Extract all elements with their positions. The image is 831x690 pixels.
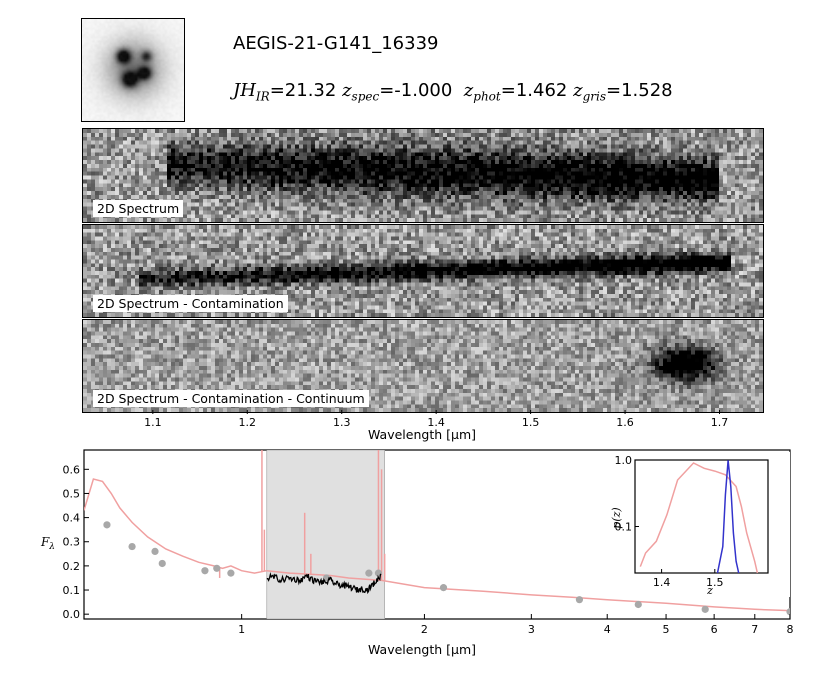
photometry-point (201, 567, 209, 575)
axis2d-tick-label: 1.5 (522, 416, 540, 429)
contamination-subtracted-panel: 2D Spectrum - Contamination (82, 224, 764, 318)
panel-label: 2D Spectrum (93, 200, 184, 217)
pz-series-line (639, 462, 759, 574)
redshift-line: JHIR=21.32 zspec=-1.000 zphot=1.462 zgri… (233, 80, 673, 104)
photometry-point (213, 564, 221, 572)
sed-xtick-label: 8 (787, 623, 794, 636)
axis2d-tick-label: 1.6 (616, 416, 634, 429)
photometry-point (374, 569, 383, 577)
object-id: AEGIS-21-G141_16339 (233, 33, 439, 54)
sed-xtick-label: 1 (238, 623, 245, 636)
photometry-point (158, 559, 166, 568)
photometry-point (701, 605, 709, 613)
pz-ylabel: p(z) (610, 507, 623, 528)
pz-xtick-label: 1.4 (653, 576, 671, 589)
axis2d-xlabel: Wavelength [µm] (368, 427, 476, 442)
photometry-point (786, 608, 790, 616)
sed-xlabel: Wavelength [µm] (368, 642, 476, 657)
grism-coverage-band (266, 450, 385, 619)
photometry-point (365, 569, 373, 577)
pz-ytick-label: 0.1 (615, 521, 633, 534)
continuum-subtracted-panel: 2D Spectrum - Contamination - Continuum (82, 319, 764, 413)
grism-spectrum-line (266, 571, 382, 595)
sed-ytick-label: 0.6 (63, 463, 81, 476)
pz-inset: 1.4 1.5 0.1 1.0 z p(z) (610, 452, 790, 597)
photometry-point (128, 542, 136, 551)
sed-ytick-label: 0.0 (63, 608, 81, 621)
sed-xtick-label: 7 (751, 623, 758, 636)
sed-xtick-label: 2 (421, 623, 428, 636)
photometry-point (634, 600, 642, 609)
axis2d-tick-label: 1.3 (333, 416, 351, 429)
axis2d-tick-label: 1.4 (427, 416, 445, 429)
sed-ytick-label: 0.5 (63, 487, 81, 500)
pz-frame (634, 459, 769, 574)
direct-image-thumbnail (81, 18, 185, 122)
pz-xlabel: z (706, 584, 713, 597)
sed-ytick-label: 0.2 (63, 560, 81, 573)
sed-model-line (84, 478, 790, 612)
pz-xtick-label: 1.5 (706, 576, 724, 589)
sed-xtick-label: 6 (711, 623, 718, 636)
panel-label: 2D Spectrum - Contamination (93, 295, 288, 312)
sed-ytick-label: 0.4 (63, 512, 81, 525)
sed-xtick-label: 4 (604, 623, 611, 636)
axis2d-tick-label: 1.1 (144, 416, 162, 429)
axis2d-tick-label: 1.7 (711, 416, 729, 429)
sed-ytick-label: 0.1 (63, 584, 81, 597)
photometry-point (103, 521, 111, 529)
sed-xtick-label: 3 (528, 623, 535, 636)
photometry-point (151, 547, 159, 555)
sed-xtick-label: 5 (663, 623, 670, 636)
panel-label: 2D Spectrum - Contamination - Continuum (93, 390, 369, 407)
pz-ytick-label: 1.0 (615, 454, 633, 467)
spectrum-2d-panel: 2D Spectrum (82, 128, 764, 223)
spectrum-wavelength-axis: 1.1 1.2 1.3 1.4 1.5 1.6 1.7 Wavelength [µm] (144, 410, 729, 442)
sed-ytick-label: 0.3 (63, 536, 81, 549)
axis2d-tick-label: 1.2 (239, 416, 257, 429)
photometry-point (227, 569, 235, 577)
sed-plot-frame (83, 449, 791, 620)
sed-ylabel: Fλ (40, 535, 55, 552)
pz-series-line (716, 460, 740, 574)
photometry-point (575, 596, 584, 604)
sed-plot: 1 2 3 4 5 6 7 8 0.0 0.1 0.2 0.3 0.4 0.5 0.6 Wavelength… (40, 449, 794, 657)
photometry-point (439, 584, 448, 592)
